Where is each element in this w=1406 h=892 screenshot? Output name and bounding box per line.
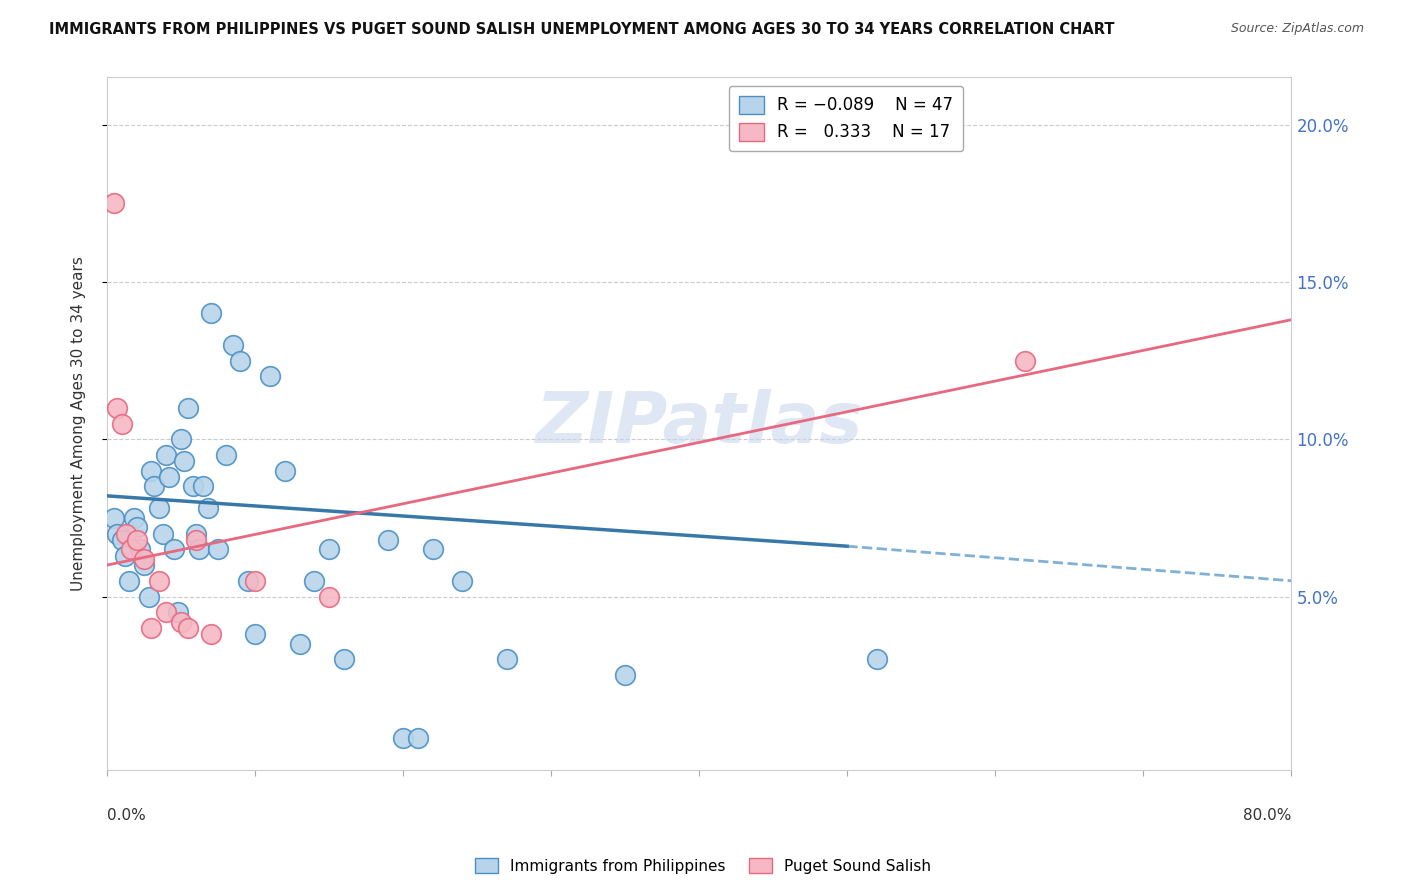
Point — [128, 542, 150, 557]
Point — [304, 574, 326, 588]
Point — [115, 526, 138, 541]
Point — [111, 417, 134, 431]
Point — [451, 574, 474, 588]
Point — [495, 652, 517, 666]
Point — [243, 627, 266, 641]
Text: Source: ZipAtlas.com: Source: ZipAtlas.com — [1230, 22, 1364, 36]
Point — [193, 479, 215, 493]
Point — [377, 533, 399, 547]
Point — [141, 621, 163, 635]
Point — [125, 533, 148, 547]
Point — [152, 526, 174, 541]
Point — [167, 605, 190, 619]
Point — [236, 574, 259, 588]
Text: 80.0%: 80.0% — [1243, 808, 1292, 823]
Point — [111, 533, 134, 547]
Point — [187, 542, 209, 557]
Legend: R = −0.089    N = 47, R =   0.333    N = 17: R = −0.089 N = 47, R = 0.333 N = 17 — [728, 86, 963, 152]
Point — [318, 542, 340, 557]
Point — [200, 627, 222, 641]
Point — [222, 338, 245, 352]
Point — [103, 196, 125, 211]
Text: IMMIGRANTS FROM PHILIPPINES VS PUGET SOUND SALISH UNEMPLOYMENT AMONG AGES 30 TO : IMMIGRANTS FROM PHILIPPINES VS PUGET SOU… — [49, 22, 1115, 37]
Text: 0.0%: 0.0% — [107, 808, 146, 823]
Point — [866, 652, 889, 666]
Legend: Immigrants from Philippines, Puget Sound Salish: Immigrants from Philippines, Puget Sound… — [470, 852, 936, 880]
Point — [170, 432, 193, 446]
Point — [155, 605, 177, 619]
Point — [143, 479, 166, 493]
Point — [207, 542, 229, 557]
Point — [125, 520, 148, 534]
Point — [406, 731, 429, 745]
Point — [259, 369, 281, 384]
Point — [118, 574, 141, 588]
Point — [120, 542, 142, 557]
Point — [392, 731, 415, 745]
Point — [148, 574, 170, 588]
Point — [107, 401, 129, 415]
Point — [614, 668, 637, 682]
Point — [243, 574, 266, 588]
Point — [288, 637, 311, 651]
Point — [107, 526, 129, 541]
Point — [422, 542, 444, 557]
Point — [103, 511, 125, 525]
Point — [229, 353, 252, 368]
Point — [170, 615, 193, 629]
Point — [1014, 353, 1036, 368]
Point — [138, 590, 160, 604]
Point — [177, 401, 200, 415]
Point — [114, 549, 136, 563]
Point — [155, 448, 177, 462]
Point — [157, 470, 180, 484]
Point — [173, 454, 195, 468]
Text: ZIPatlas: ZIPatlas — [536, 389, 863, 458]
Point — [132, 558, 155, 573]
Point — [274, 464, 297, 478]
Point — [141, 464, 163, 478]
Point — [132, 551, 155, 566]
Point — [333, 652, 356, 666]
Point — [184, 526, 207, 541]
Point — [163, 542, 186, 557]
Point — [318, 590, 340, 604]
Point — [177, 621, 200, 635]
Point — [181, 479, 204, 493]
Point — [214, 448, 236, 462]
Point — [200, 306, 222, 320]
Y-axis label: Unemployment Among Ages 30 to 34 years: Unemployment Among Ages 30 to 34 years — [72, 256, 86, 591]
Point — [184, 533, 207, 547]
Point — [148, 501, 170, 516]
Point — [197, 501, 219, 516]
Point — [122, 511, 145, 525]
